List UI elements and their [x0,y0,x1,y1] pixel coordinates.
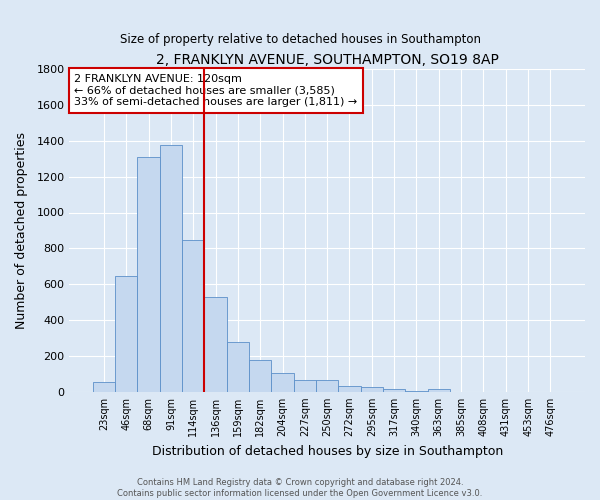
Bar [93,382,115,392]
Bar [227,342,249,392]
Bar [383,388,405,392]
Bar [338,386,361,392]
Bar [115,276,137,392]
Bar [271,373,293,392]
Bar [428,389,450,392]
Bar [293,380,316,392]
Bar [160,146,182,392]
Bar [205,297,227,392]
Bar [182,240,205,392]
X-axis label: Distribution of detached houses by size in Southampton: Distribution of detached houses by size … [152,444,503,458]
Bar [316,380,338,392]
Y-axis label: Number of detached properties: Number of detached properties [15,132,28,329]
Bar [361,388,383,392]
Bar [249,360,271,392]
Text: Contains HM Land Registry data © Crown copyright and database right 2024.
Contai: Contains HM Land Registry data © Crown c… [118,478,482,498]
Bar [405,391,428,392]
Title: 2, FRANKLYN AVENUE, SOUTHAMPTON, SO19 8AP: 2, FRANKLYN AVENUE, SOUTHAMPTON, SO19 8A… [156,52,499,66]
Text: 2 FRANKLYN AVENUE: 120sqm
← 66% of detached houses are smaller (3,585)
33% of se: 2 FRANKLYN AVENUE: 120sqm ← 66% of detac… [74,74,358,107]
Text: Size of property relative to detached houses in Southampton: Size of property relative to detached ho… [119,32,481,46]
Bar [137,157,160,392]
